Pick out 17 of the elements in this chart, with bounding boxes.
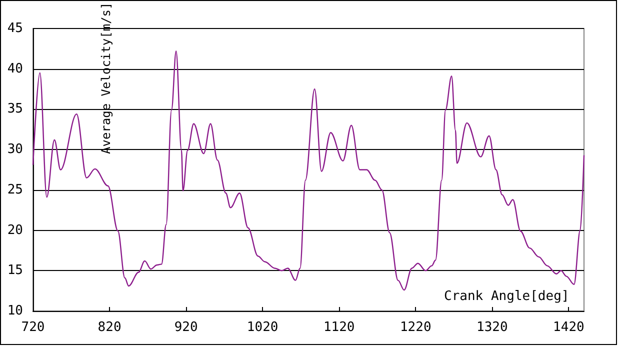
x-tick-label: 920 (174, 320, 198, 335)
y-tick-label: 45 (7, 21, 23, 36)
x-tick-label: 1020 (246, 320, 278, 335)
y-tick-label: 25 (7, 182, 23, 198)
y-tick-label: 40 (7, 61, 23, 76)
x-tick-label: 720 (21, 320, 45, 335)
x-tick-label: 1220 (400, 320, 432, 335)
x-axis-title: Crank Angle[deg] (444, 289, 570, 304)
y-tick-label: 10 (7, 304, 23, 318)
y-tick-label: 15 (7, 263, 23, 278)
y-tick-label: 35 (7, 102, 23, 117)
x-tick-label: 1120 (323, 320, 355, 335)
x-tick-label: 820 (98, 320, 122, 335)
y-tick-label: 30 (7, 142, 23, 158)
y-tick-label: 20 (7, 222, 23, 238)
x-tick-label: 1420 (553, 320, 584, 335)
x-tick-label: 1320 (476, 320, 508, 335)
